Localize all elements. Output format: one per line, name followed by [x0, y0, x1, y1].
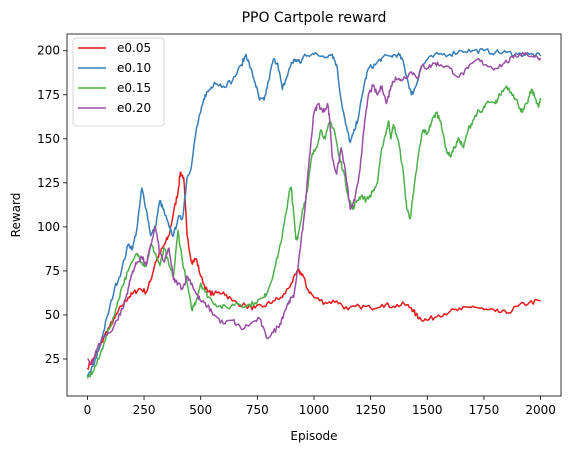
- x-tick-label: 0: [84, 403, 92, 417]
- x-tick-label: 250: [133, 403, 156, 417]
- y-axis-label: Reward: [9, 193, 23, 238]
- y-tick-label: 75: [45, 264, 60, 278]
- series-line-e0.05: [86, 171, 541, 370]
- y-tick-label: 125: [37, 176, 60, 190]
- y-tick-label: 100: [37, 220, 60, 234]
- y-tick-label: 200: [37, 44, 60, 58]
- x-tick-label: 1750: [469, 403, 500, 417]
- y-tick-label: 50: [45, 308, 60, 322]
- y-tick-label: 25: [45, 352, 60, 366]
- y-tick-label: 175: [37, 88, 60, 102]
- x-axis-label: Episode: [290, 429, 337, 443]
- x-tick-label: 500: [189, 403, 212, 417]
- series-layer: [86, 47, 542, 379]
- legend-label-e0.05: e0.05: [117, 41, 151, 55]
- x-tick-label: 1000: [299, 403, 330, 417]
- x-tick-label: 1250: [355, 403, 386, 417]
- chart-title: PPO Cartpole reward: [242, 10, 387, 26]
- series-line-e0.10: [86, 47, 542, 377]
- x-tick-label: 750: [246, 403, 269, 417]
- legend-box: [72, 37, 165, 127]
- legend-label-e0.15: e0.15: [117, 81, 151, 95]
- y-axis: 25 50 75 100 125 150 175 200: [37, 44, 67, 366]
- x-tick-label: 1500: [412, 403, 443, 417]
- legend-label-e0.20: e0.20: [117, 101, 151, 115]
- series-line-e0.15: [86, 85, 542, 379]
- legend-label-e0.10: e0.10: [117, 61, 151, 75]
- x-axis: 0 250 500 750 1000 1250 1500 1750 2000: [84, 396, 556, 417]
- legend: e0.05 e0.10 e0.15 e0.20: [72, 37, 165, 127]
- y-tick-label: 150: [37, 132, 60, 146]
- series-line-e0.20: [87, 51, 542, 366]
- x-tick-label: 2000: [525, 403, 556, 417]
